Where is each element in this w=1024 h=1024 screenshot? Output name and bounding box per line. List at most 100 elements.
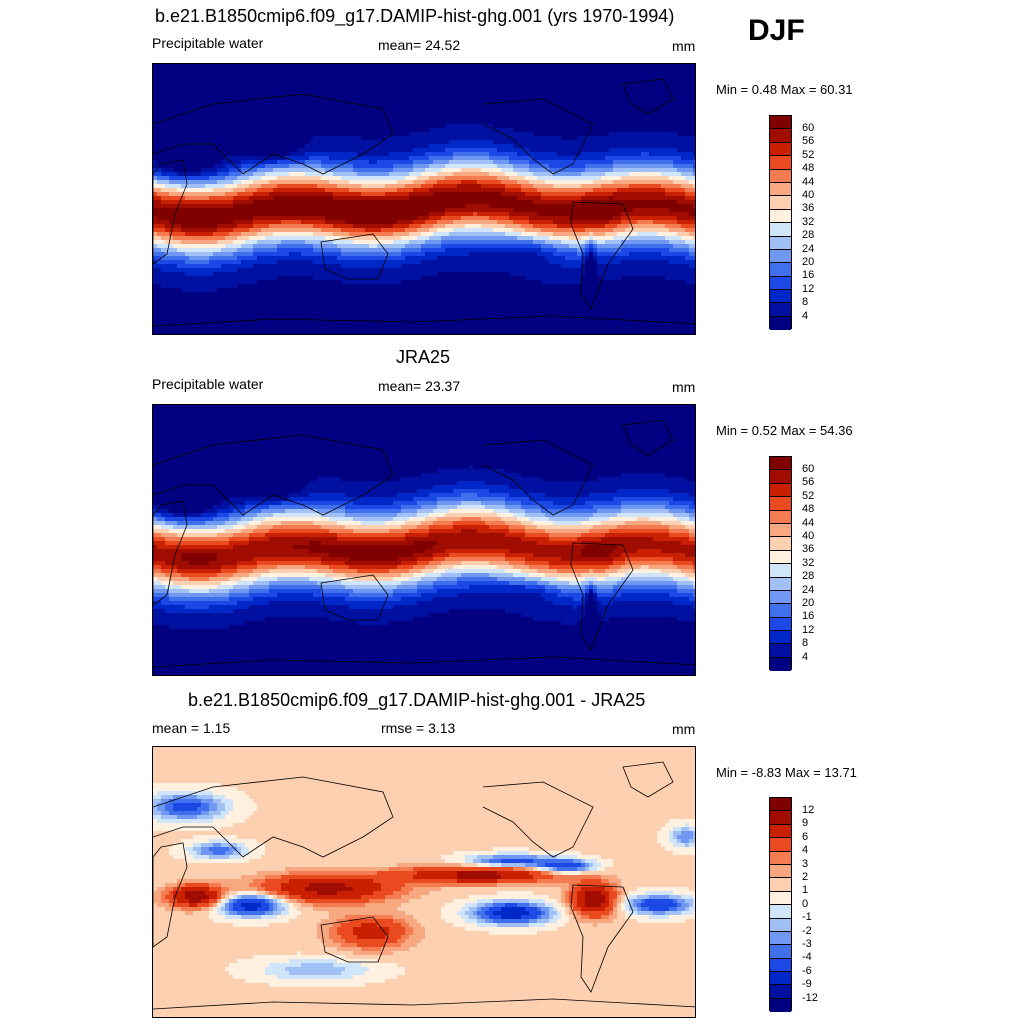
- colorbar-swatch: [770, 945, 791, 959]
- coastline: [153, 93, 394, 175]
- coastline: [153, 998, 695, 1010]
- colorbar-tick-label: 40: [802, 188, 815, 201]
- colorbar-tick-label: 8: [802, 296, 809, 309]
- panel2-mean: mean= 23.37: [378, 378, 461, 394]
- colorbar-swatch: [770, 223, 791, 237]
- colorbar-swatch: [770, 550, 791, 565]
- colorbar-swatch: [770, 142, 791, 157]
- coastline: [320, 916, 389, 963]
- coastline: [622, 419, 674, 456]
- colorbar-tick-label: 4: [802, 650, 809, 663]
- colorbar-swatch: [770, 537, 791, 551]
- colorbar-tick-label: 0: [802, 897, 809, 910]
- colorbar-swatch: [770, 931, 791, 946]
- colorbar-tick-label: 12: [802, 623, 815, 636]
- colorbar-tick-label: 6: [802, 830, 809, 843]
- colorbar-swatch: [770, 644, 791, 658]
- colorbar-tick-label: 36: [802, 202, 815, 215]
- colorbar-tick-label: 44: [802, 516, 815, 529]
- panel1-variable: Precipitable water: [152, 35, 264, 51]
- colorbar-tick-label: 8: [802, 637, 809, 650]
- coastline: [153, 159, 188, 265]
- colorbar-tick-label: -3: [802, 937, 812, 950]
- colorbar-swatch: [770, 290, 791, 304]
- colorbar-swatch: [770, 838, 791, 852]
- colorbar-tick-label: -6: [802, 964, 812, 977]
- coastline: [570, 542, 634, 651]
- coastline: [482, 98, 594, 175]
- colorbar-tick-label: 28: [802, 570, 815, 583]
- colorbar-tick-label: -12: [802, 991, 818, 1004]
- colorbar-swatch: [770, 182, 791, 197]
- colorbar-tick-label: -9: [802, 978, 812, 991]
- panel2-units: mm: [672, 379, 696, 395]
- colorbar-tick-label: 44: [802, 175, 815, 188]
- colorbar-tick-label: 56: [802, 476, 815, 489]
- colorbar-tick-label: 16: [802, 269, 815, 282]
- colorbar-tick-label: -2: [802, 924, 812, 937]
- colorbar-tick-label: 28: [802, 229, 815, 242]
- panel3-map: [152, 746, 696, 1018]
- coastline: [622, 78, 674, 115]
- coastline: [482, 781, 594, 858]
- panel1-mean: mean= 24.52: [378, 37, 461, 53]
- colorbar-tick-label: 60: [802, 121, 815, 134]
- colorbar-swatch: [770, 156, 791, 170]
- colorbar-swatch: [770, 196, 791, 210]
- panel1-title: b.e21.B1850cmip6.f09_g17.DAMIP-hist-ghg.…: [155, 6, 675, 26]
- panel2-colorbar: [769, 456, 792, 672]
- coastline: [482, 439, 594, 516]
- colorbar-tick-label: 36: [802, 543, 815, 556]
- colorbar-swatch: [770, 972, 791, 986]
- coastline: [320, 574, 389, 621]
- coastline: [153, 434, 394, 516]
- panel3-rmse: rmse = 3.13: [381, 720, 456, 736]
- colorbar-tick-label: 24: [802, 583, 815, 596]
- colorbar-swatch: [770, 497, 791, 511]
- colorbar-swatch: [770, 577, 791, 591]
- panel1-map-plot: [153, 64, 695, 334]
- colorbar-swatch: [770, 129, 791, 143]
- panel2-variable: Precipitable water: [152, 376, 264, 392]
- panel3-colorbar: [769, 797, 792, 1013]
- colorbar-tick-label: 16: [802, 610, 815, 623]
- colorbar-tick-label: 52: [802, 148, 815, 161]
- colorbar-swatch: [770, 249, 791, 264]
- colorbar-swatch: [770, 209, 791, 224]
- colorbar-tick-label: 32: [802, 556, 815, 569]
- colorbar-swatch: [770, 483, 791, 498]
- colorbar-swatch: [770, 236, 791, 250]
- colorbar-tick-label: 56: [802, 135, 815, 148]
- colorbar-swatch: [770, 657, 791, 672]
- colorbar-swatch: [770, 998, 791, 1013]
- colorbar-tick-label: 4: [802, 844, 809, 857]
- coastline: [153, 315, 695, 327]
- colorbar-swatch: [770, 457, 791, 471]
- coastline: [570, 884, 634, 993]
- colorbar-swatch: [770, 824, 791, 839]
- panel2-map-plot: [153, 405, 695, 675]
- panel1-units: mm: [672, 38, 696, 54]
- colorbar-tick-label: 12: [802, 282, 815, 295]
- colorbar-tick-label: 24: [802, 242, 815, 255]
- colorbar-swatch: [770, 303, 791, 317]
- colorbar-swatch: [770, 316, 791, 331]
- panel2-map: [152, 404, 696, 676]
- colorbar-tick-label: 52: [802, 489, 815, 502]
- panel3-map-plot: [153, 747, 695, 1017]
- colorbar-tick-label: 2: [802, 870, 809, 883]
- panel3-title: b.e21.B1850cmip6.f09_g17.DAMIP-hist-ghg.…: [188, 690, 646, 710]
- panel3-mean: mean = 1.15: [152, 720, 231, 736]
- colorbar-swatch: [770, 811, 791, 825]
- colorbar-swatch: [770, 564, 791, 578]
- colorbar-tick-label: 20: [802, 596, 815, 609]
- panel2-minmax: Min = 0.52 Max = 54.36: [716, 423, 853, 438]
- colorbar-swatch: [770, 604, 791, 618]
- colorbar-swatch: [770, 798, 791, 812]
- coastline: [622, 761, 674, 798]
- coastline: [153, 776, 394, 858]
- colorbar-tick-label: 48: [802, 162, 815, 175]
- colorbar-swatch: [770, 891, 791, 906]
- colorbar-swatch: [770, 958, 791, 973]
- colorbar-tick-label: 1: [802, 884, 809, 897]
